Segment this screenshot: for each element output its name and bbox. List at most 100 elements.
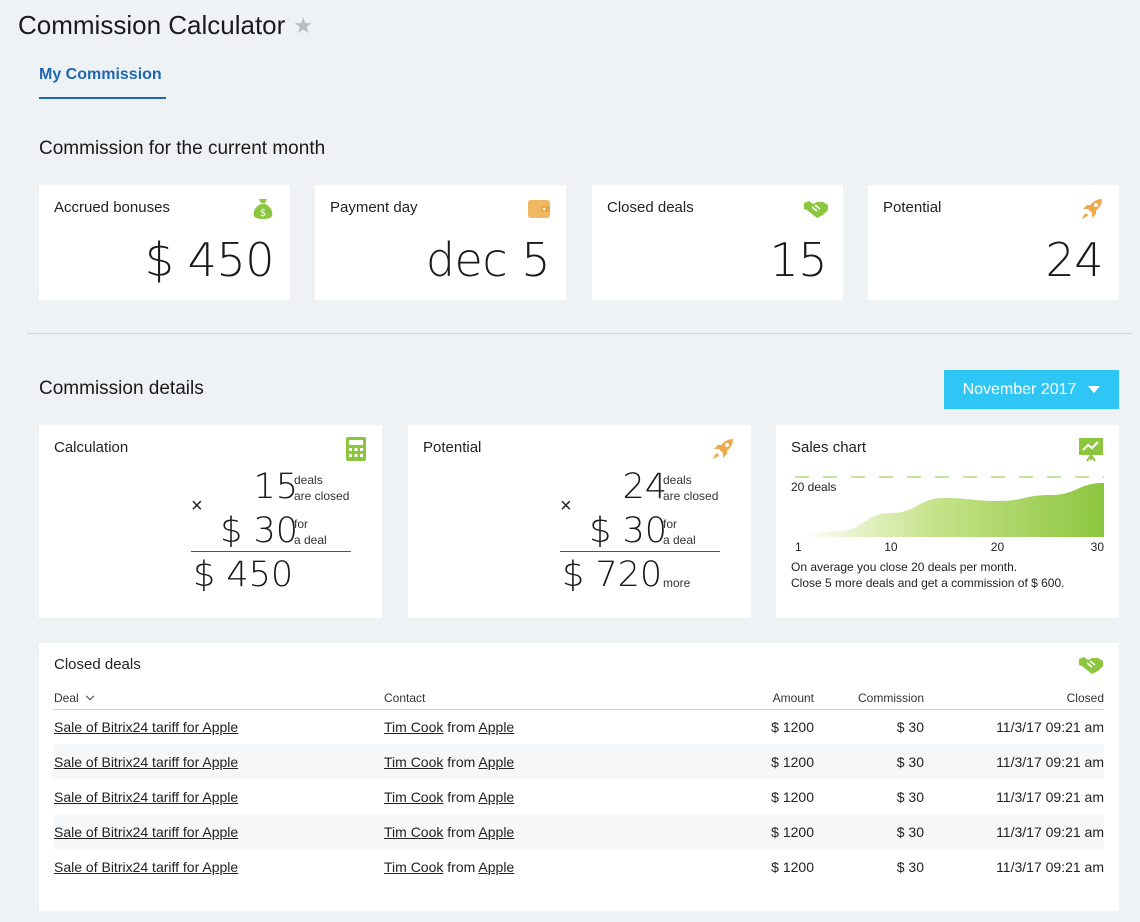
svg-text:$: $ (260, 208, 266, 219)
contact-person-link[interactable]: Tim Cook (384, 823, 444, 840)
sales-chart: 20 deals 1 10 20 30 (791, 476, 1105, 554)
contact-company-link[interactable]: Apple (478, 823, 515, 840)
month-selector-label: November 2017 (962, 380, 1077, 398)
deal-closed-date: 11/3/17 09:21 am (996, 823, 1104, 840)
card-label: Accrued bonuses (54, 199, 170, 216)
deal-link[interactable]: Sale of Bitrix24 tariff for Apple (54, 753, 239, 770)
total-value: $ 450 (193, 555, 294, 595)
chart-caption: On average you close 20 deals per month.… (791, 559, 1064, 591)
page-title-text: Commission Calculator (18, 10, 286, 40)
deal-commission: $ 30 (896, 718, 924, 735)
chart-caption-average: On average you close 20 deals per month. (791, 560, 1018, 574)
contact-company-link[interactable]: Apple (478, 858, 515, 875)
rate-value: $ 30 (589, 511, 667, 551)
contact-person-link[interactable]: Tim Cook (384, 788, 444, 805)
deal-link[interactable]: Sale of Bitrix24 tariff for Apple (54, 788, 239, 805)
table-header-row: Deal Contact Amount Commission Closed (54, 689, 1104, 710)
deal-amount: $ 1200 (771, 858, 814, 875)
multiply-sign: × (560, 495, 572, 517)
tab-my-commission[interactable]: My Commission (39, 66, 166, 99)
deal-amount: $ 1200 (771, 753, 814, 770)
column-header-contact: Contact (384, 689, 694, 710)
x-tick-label: 10 (884, 540, 898, 554)
wallet-icon (528, 200, 550, 218)
calculator-icon (346, 437, 366, 461)
x-tick-label: 30 (1091, 540, 1105, 554)
deal-link[interactable]: Sale of Bitrix24 tariff for Apple (54, 823, 239, 840)
rate-value: $ 30 (220, 511, 298, 551)
potential-formula: 24 deals are closed × $ 30 for a deal $ 72… (560, 467, 735, 597)
table-row: Sale of Bitrix24 tariff for Apple Tim Coo… (54, 744, 1104, 779)
chart-board-icon (1079, 438, 1103, 462)
contact-from-text: from (447, 858, 476, 875)
contact-person-link[interactable]: Tim Cook (384, 753, 444, 770)
handshake-icon (1079, 657, 1103, 674)
contact-person-link[interactable]: Tim Cook (384, 718, 444, 735)
rocket-icon (1082, 199, 1102, 219)
deal-amount: $ 1200 (771, 823, 814, 840)
deals-note: deals are closed (294, 473, 350, 503)
deal-closed-date: 11/3/17 09:21 am (996, 718, 1104, 735)
deal-closed-date: 11/3/17 09:21 am (996, 858, 1104, 875)
column-header-amount: Amount (694, 689, 814, 710)
closed-deals-table-card: Closed deals Deal Contact Amount Commiss… (39, 643, 1119, 911)
rocket-icon (713, 439, 733, 459)
contact-company-link[interactable]: Apple (478, 718, 515, 735)
table-row: Sale of Bitrix24 tariff for Apple Tim Coo… (54, 779, 1104, 814)
multiply-sign: × (191, 495, 203, 517)
sales-chart-card: Sales chart 20 deals 1 10 20 30 On average y… (776, 425, 1119, 618)
deal-commission: $ 30 (896, 823, 924, 840)
deal-commission: $ 30 (896, 753, 924, 770)
handshake-icon (804, 201, 828, 218)
rate-note: for a deal (294, 517, 327, 547)
card-label: Sales chart (791, 439, 867, 456)
total-note: more (663, 576, 691, 590)
money-bag-icon: $ (253, 199, 273, 219)
card-value: $ 450 (144, 233, 275, 287)
calculation-card: Calculation 15 deals are closed × $ 30 fo… (39, 425, 382, 618)
deal-amount: $ 1200 (771, 788, 814, 805)
card-value: 15 (769, 233, 827, 287)
table-row: Sale of Bitrix24 tariff for Apple Tim Coo… (54, 709, 1104, 744)
deal-closed-date: 11/3/17 09:21 am (996, 788, 1104, 805)
chart-caption-goal: Close 5 more deals and get a commission … (791, 576, 1065, 590)
contact-person-link[interactable]: Tim Cook (384, 858, 444, 875)
column-header-deal[interactable]: Deal (54, 689, 384, 710)
contact-company-link[interactable]: Apple (478, 753, 515, 770)
deal-link[interactable]: Sale of Bitrix24 tariff for Apple (54, 718, 239, 735)
card-label: Payment day (330, 199, 418, 216)
deals-note: deals are closed (663, 473, 719, 503)
column-header-commission: Commission (814, 689, 924, 710)
target-label: 20 deals (791, 480, 836, 494)
contact-from-text: from (447, 753, 476, 770)
card-value: dec 5 (425, 233, 551, 287)
payment-day-card: Payment day dec 5 (315, 185, 566, 300)
month-selector-button[interactable]: November 2017 (944, 370, 1119, 409)
formula-rule (191, 551, 351, 552)
page-title: Commission Calculator ★ (18, 10, 313, 41)
calculation-formula: 15 deals are closed × $ 30 for a deal $ 45… (191, 467, 366, 597)
contact-from-text: from (447, 788, 476, 805)
contact-company-link[interactable]: Apple (478, 788, 515, 805)
closed-deals-table: Deal Contact Amount Commission Closed Sa… (54, 689, 1104, 884)
chevron-down-icon (85, 691, 94, 701)
deal-commission: $ 30 (896, 788, 924, 805)
section-divider (27, 333, 1132, 334)
deals-count: 24 (622, 467, 667, 507)
formula-rule (560, 551, 720, 552)
sales-area-series (795, 483, 1104, 537)
accrued-bonuses-card: Accrued bonuses $ $ 450 (39, 185, 290, 300)
deal-link[interactable]: Sale of Bitrix24 tariff for Apple (54, 858, 239, 875)
card-label: Potential (883, 199, 942, 216)
potential-card: Potential 24 (868, 185, 1119, 300)
deal-closed-date: 11/3/17 09:21 am (996, 753, 1104, 770)
column-header-closed: Closed (924, 689, 1104, 710)
details-title: Commission details (39, 378, 204, 399)
star-icon[interactable]: ★ (293, 12, 314, 38)
total-value: $ 720 (562, 555, 663, 595)
contact-from-text: from (447, 823, 476, 840)
contact-from-text: from (447, 718, 476, 735)
caret-down-icon (1088, 386, 1101, 393)
closed-deals-card: Closed deals 15 (592, 185, 843, 300)
card-label: Calculation (54, 439, 129, 456)
